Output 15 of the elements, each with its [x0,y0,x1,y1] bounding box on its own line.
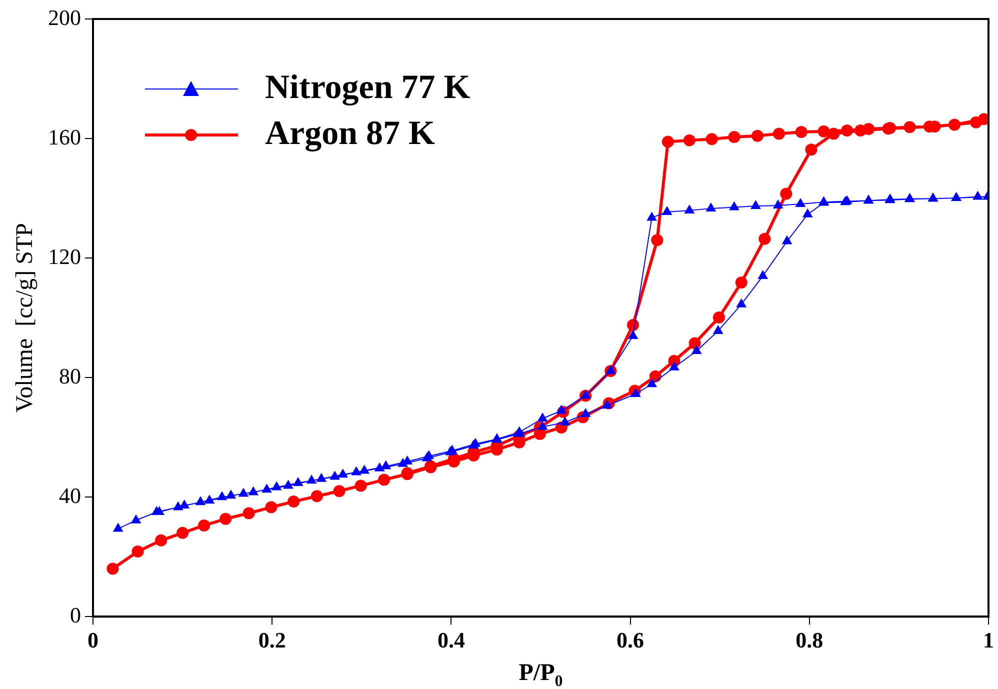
y-tick-label: 0 [70,602,81,628]
legend-label: Nitrogen 77 K [265,68,471,106]
x-tick-label: 0.8 [796,627,824,652]
x-tick-label: 0.6 [616,627,644,652]
x-tick-label: 1 [983,627,994,652]
legend-label: Argon 87 K [265,114,436,152]
y-tick-label: 120 [48,244,81,269]
x-tick-label: 0.4 [437,627,465,652]
y-tick-label: 160 [48,124,81,150]
y-tick-label: 40 [59,482,81,508]
y-axis-title: Volume [cc/g] STP [12,223,38,413]
x-tick-label: 0.2 [258,627,286,652]
x-tick-label: 0 [88,627,98,652]
y-tick-label: 200 [48,4,81,30]
y-tick-label: 80 [59,363,81,388]
